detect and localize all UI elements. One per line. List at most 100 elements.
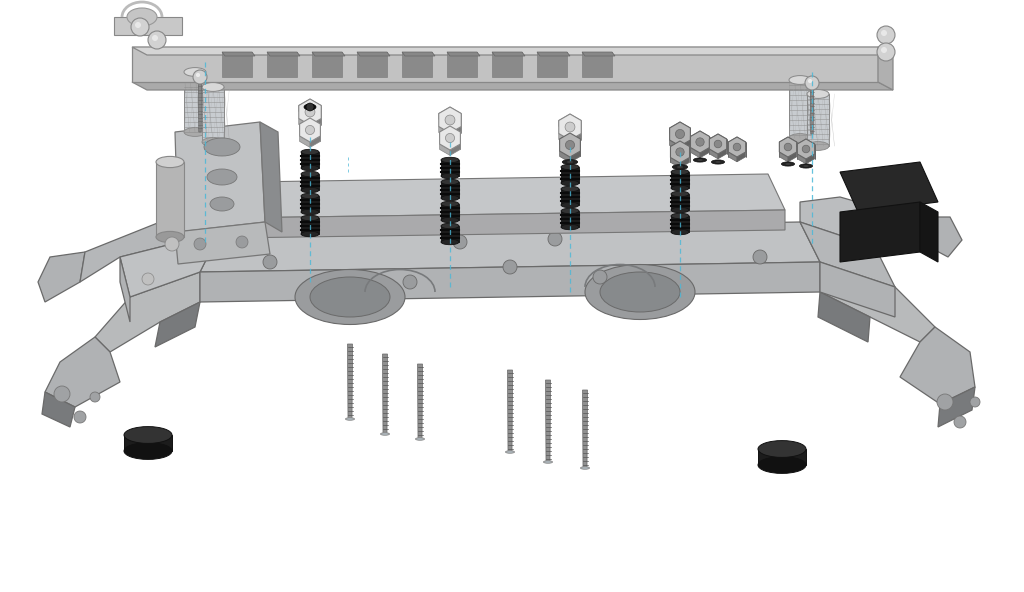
Ellipse shape bbox=[671, 169, 689, 175]
Polygon shape bbox=[737, 152, 745, 162]
Polygon shape bbox=[700, 147, 710, 158]
Ellipse shape bbox=[600, 272, 680, 312]
Polygon shape bbox=[357, 52, 390, 56]
Ellipse shape bbox=[562, 160, 578, 165]
Ellipse shape bbox=[561, 186, 579, 192]
Circle shape bbox=[445, 115, 455, 125]
Polygon shape bbox=[184, 72, 206, 132]
Polygon shape bbox=[95, 272, 200, 352]
Polygon shape bbox=[710, 134, 718, 144]
Polygon shape bbox=[199, 84, 202, 132]
Polygon shape bbox=[690, 147, 700, 158]
Ellipse shape bbox=[202, 137, 224, 146]
Ellipse shape bbox=[207, 169, 237, 185]
Ellipse shape bbox=[712, 160, 725, 164]
Polygon shape bbox=[800, 222, 895, 287]
Polygon shape bbox=[357, 52, 387, 77]
Polygon shape bbox=[920, 202, 938, 262]
Polygon shape bbox=[690, 131, 700, 141]
Polygon shape bbox=[680, 141, 689, 152]
Ellipse shape bbox=[295, 269, 406, 324]
Circle shape bbox=[263, 255, 278, 269]
Circle shape bbox=[194, 238, 206, 250]
Polygon shape bbox=[267, 52, 300, 56]
Polygon shape bbox=[582, 52, 615, 56]
Polygon shape bbox=[671, 141, 680, 152]
Polygon shape bbox=[42, 392, 75, 427]
Ellipse shape bbox=[210, 197, 234, 211]
Polygon shape bbox=[561, 167, 579, 183]
Circle shape bbox=[676, 130, 685, 139]
Circle shape bbox=[236, 236, 248, 248]
Polygon shape bbox=[728, 137, 737, 147]
Ellipse shape bbox=[204, 138, 240, 156]
Ellipse shape bbox=[441, 195, 459, 201]
Polygon shape bbox=[267, 52, 297, 77]
Ellipse shape bbox=[671, 213, 689, 218]
Circle shape bbox=[802, 145, 810, 153]
Circle shape bbox=[970, 397, 980, 407]
Ellipse shape bbox=[441, 157, 459, 163]
Polygon shape bbox=[310, 118, 322, 131]
Ellipse shape bbox=[441, 239, 459, 244]
Polygon shape bbox=[671, 172, 689, 188]
Ellipse shape bbox=[301, 149, 319, 155]
Polygon shape bbox=[200, 262, 820, 302]
Polygon shape bbox=[670, 140, 680, 152]
Polygon shape bbox=[439, 126, 450, 137]
Polygon shape bbox=[561, 189, 579, 205]
Polygon shape bbox=[300, 136, 310, 147]
Polygon shape bbox=[299, 118, 310, 131]
Ellipse shape bbox=[716, 161, 721, 163]
Polygon shape bbox=[671, 216, 689, 232]
Polygon shape bbox=[570, 114, 582, 127]
Polygon shape bbox=[559, 114, 570, 127]
Circle shape bbox=[453, 235, 467, 249]
Polygon shape bbox=[537, 52, 567, 77]
Polygon shape bbox=[710, 149, 718, 159]
Circle shape bbox=[954, 416, 966, 428]
Polygon shape bbox=[120, 257, 130, 322]
Polygon shape bbox=[737, 137, 745, 147]
Polygon shape bbox=[718, 149, 727, 159]
Polygon shape bbox=[450, 107, 461, 120]
Ellipse shape bbox=[561, 202, 579, 208]
Polygon shape bbox=[559, 133, 570, 144]
Polygon shape bbox=[690, 131, 710, 153]
Polygon shape bbox=[450, 127, 461, 139]
Polygon shape bbox=[439, 144, 450, 156]
Polygon shape bbox=[546, 380, 551, 462]
Ellipse shape bbox=[567, 161, 572, 163]
Polygon shape bbox=[790, 80, 811, 138]
Ellipse shape bbox=[184, 128, 206, 136]
Polygon shape bbox=[710, 134, 727, 154]
Polygon shape bbox=[301, 174, 319, 190]
Polygon shape bbox=[800, 197, 920, 247]
Polygon shape bbox=[798, 154, 806, 164]
Polygon shape bbox=[114, 17, 182, 35]
Polygon shape bbox=[680, 140, 690, 152]
Polygon shape bbox=[132, 47, 893, 55]
Polygon shape bbox=[299, 99, 310, 111]
Polygon shape bbox=[492, 52, 525, 56]
Circle shape bbox=[937, 394, 953, 410]
Ellipse shape bbox=[301, 171, 319, 176]
Polygon shape bbox=[810, 90, 814, 134]
Ellipse shape bbox=[561, 165, 579, 170]
Ellipse shape bbox=[202, 83, 224, 91]
Polygon shape bbox=[38, 252, 85, 302]
Polygon shape bbox=[788, 137, 797, 147]
Polygon shape bbox=[492, 52, 522, 77]
Ellipse shape bbox=[585, 265, 695, 320]
Circle shape bbox=[74, 411, 86, 423]
Circle shape bbox=[148, 31, 166, 49]
Polygon shape bbox=[582, 52, 612, 77]
Circle shape bbox=[696, 138, 705, 146]
Circle shape bbox=[54, 386, 70, 402]
Ellipse shape bbox=[561, 181, 579, 186]
Polygon shape bbox=[938, 387, 975, 427]
Circle shape bbox=[193, 70, 207, 84]
Circle shape bbox=[196, 73, 200, 77]
Ellipse shape bbox=[304, 104, 316, 110]
Circle shape bbox=[503, 260, 517, 274]
